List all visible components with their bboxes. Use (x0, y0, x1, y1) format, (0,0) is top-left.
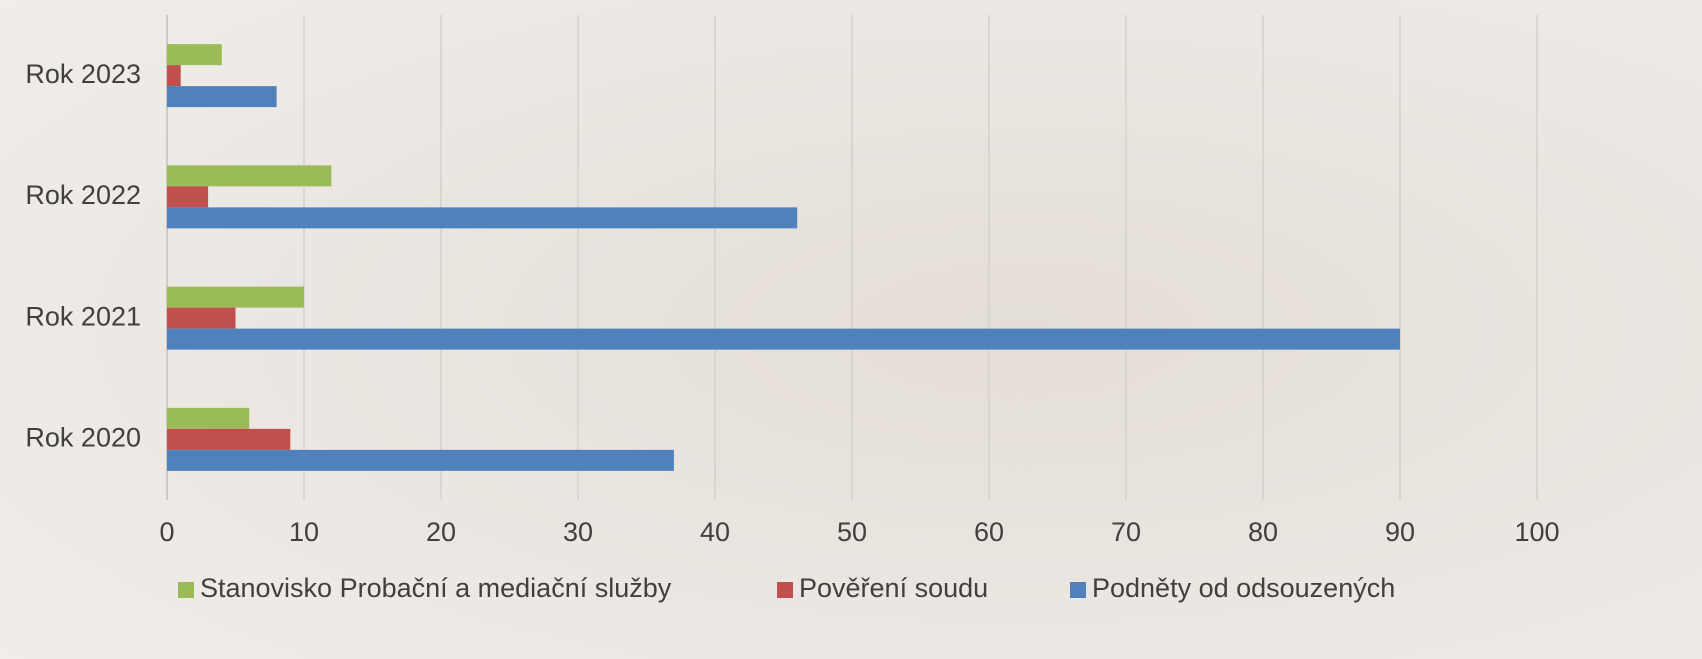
x-tick-label: 100 (1514, 517, 1559, 547)
bar (167, 65, 181, 87)
legend-swatch (777, 582, 793, 598)
y-tick-label: Rok 2021 (25, 301, 141, 331)
bar (167, 86, 277, 108)
y-tick-label: Rok 2020 (25, 423, 141, 453)
bar (167, 44, 222, 66)
bar (167, 186, 209, 208)
legend-label: Podněty od odsouzených (1092, 573, 1395, 603)
x-tick-label: 90 (1385, 517, 1415, 547)
x-tick-label: 50 (837, 517, 867, 547)
bar (167, 428, 291, 450)
bar (167, 207, 798, 229)
legend-swatch (178, 582, 194, 598)
legend-swatch (1070, 582, 1086, 598)
x-tick-label: 0 (159, 517, 174, 547)
bar (167, 328, 1400, 350)
x-tick-label: 10 (289, 517, 319, 547)
bar (167, 307, 236, 329)
x-tick-label: 20 (426, 517, 456, 547)
y-tick-label: Rok 2022 (25, 180, 141, 210)
bar (167, 286, 304, 308)
x-tick-label: 70 (1111, 517, 1141, 547)
bar (167, 165, 332, 187)
legend-label: Stanovisko Probační a mediační služby (200, 573, 672, 603)
x-tick-label: 80 (1248, 517, 1278, 547)
x-tick-label: 30 (563, 517, 593, 547)
x-tick-label: 40 (700, 517, 730, 547)
bar (167, 407, 250, 429)
bar (167, 449, 674, 471)
legend-label: Pověření soudu (799, 573, 988, 603)
x-tick-label: 60 (974, 517, 1004, 547)
y-tick-label: Rok 2023 (25, 59, 141, 89)
